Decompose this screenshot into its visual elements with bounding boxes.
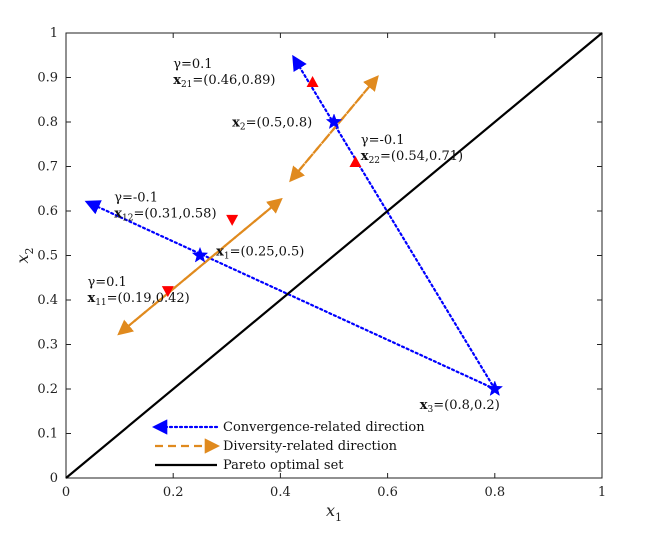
annotation-subscript: 22 xyxy=(369,156,380,166)
annotation-var: x xyxy=(216,245,224,260)
annotation-var: x xyxy=(114,207,122,222)
annotation-subscript: 12 xyxy=(122,214,133,224)
point-triangle-x22 xyxy=(349,156,362,168)
x-tick-label: 0.6 xyxy=(377,485,398,500)
x-tick-label: 0.4 xyxy=(270,485,291,500)
annotation-label-x3: x3=(0.8,0.2) xyxy=(420,398,500,415)
annotation-label-x21: x21=(0.46,0.89) xyxy=(173,73,275,90)
x-tick-label: 1 xyxy=(598,485,606,500)
annotation-gamma-x11: γ=0.1 xyxy=(87,275,126,290)
annotation-var: x xyxy=(87,291,95,306)
x-tick-label: 0.2 xyxy=(163,485,184,500)
annotation-value: =(0.5,0.8) xyxy=(246,115,313,130)
point-star-x1 xyxy=(191,246,209,263)
x-axis-label-subscript: 1 xyxy=(335,511,342,524)
y-axis-label: x2 xyxy=(13,247,36,263)
annotation-var: x xyxy=(420,398,428,413)
annotation-label-x22: x22=(0.54,0.71) xyxy=(361,149,463,166)
y-tick-label: 0.9 xyxy=(37,71,58,86)
y-tick-label: 0.1 xyxy=(37,427,58,442)
annotation-layer: x1=(0.25,0.5)x2=(0.5,0.8)x3=(0.8,0.2)γ=0… xyxy=(87,57,499,415)
y-tick-label: 0.6 xyxy=(37,204,58,219)
y-tick-label: 0.5 xyxy=(37,249,58,264)
annotation-subscript: 21 xyxy=(181,80,192,90)
points-layer xyxy=(161,75,504,397)
annotation-label-x12: x12=(0.31,0.58) xyxy=(114,207,216,224)
annotation-var: x xyxy=(361,149,369,164)
y-axis-label-subscript: 2 xyxy=(23,247,36,254)
point-star-x3 xyxy=(486,380,504,397)
annotation-gamma-x21: γ=0.1 xyxy=(173,57,212,72)
y-tick-label: 1 xyxy=(50,26,58,41)
annotation-label-x1: x1=(0.25,0.5) xyxy=(216,245,304,262)
point-triangle-x21 xyxy=(306,75,319,87)
series-line-solid xyxy=(65,32,603,479)
point-triangle-x11 xyxy=(161,286,174,298)
annotation-value: =(0.54,0.71) xyxy=(380,149,463,164)
y-tick-label: 0 xyxy=(50,471,58,486)
x-axis-label: x1 xyxy=(326,501,342,524)
annotation-gamma-x12: γ=-0.1 xyxy=(114,191,158,206)
annotation-gamma-x22: γ=-0.1 xyxy=(361,133,405,148)
y-tick-label: 0.7 xyxy=(37,160,58,175)
annotation-value: =(0.25,0.5) xyxy=(230,245,305,260)
series-line-dashed xyxy=(289,76,378,183)
annotation-value: =(0.8,0.2) xyxy=(433,398,500,413)
annotation-label-x11: x11=(0.19,0.42) xyxy=(87,291,189,308)
legend-label: Convergence-related direction xyxy=(223,420,425,435)
annotation-label-x2: x2=(0.5,0.8) xyxy=(232,115,312,132)
annotation-subscript: 2 xyxy=(240,122,246,132)
annotation-subscript: 1 xyxy=(224,252,230,262)
legend-label: Diversity-related direction xyxy=(223,439,398,454)
annotation-subscript: 3 xyxy=(428,405,434,415)
annotation-subscript: 11 xyxy=(95,298,106,308)
legend-label: Pareto optimal set xyxy=(223,458,344,473)
series-line-dashed xyxy=(117,199,282,336)
annotation-value: =(0.19,0.42) xyxy=(107,291,190,306)
y-tick-label: 0.4 xyxy=(37,293,58,308)
point-triangle-x12 xyxy=(226,214,239,226)
x-tick-label: 0 xyxy=(62,485,70,500)
annotation-var: x xyxy=(232,115,240,130)
series-line-dotted xyxy=(84,200,496,391)
y-tick-label: 0.8 xyxy=(37,115,58,130)
series-layer xyxy=(65,32,603,479)
annotation-value: =(0.46,0.89) xyxy=(192,73,275,88)
series-line-dotted xyxy=(292,54,496,391)
x-tick-label: 0.8 xyxy=(484,485,505,500)
point-star-x2 xyxy=(325,113,343,130)
axes: 0 0.2 0.4 0.6 0.8 1 0 0.1 0.2 0.3 0.4 0.5 0.6 0.7 0.8 0… xyxy=(13,26,606,524)
y-tick-label: 0.3 xyxy=(37,338,58,353)
legend: Convergence-related direction Diversity-r… xyxy=(151,419,425,473)
annotation-var: x xyxy=(173,73,181,88)
y-tick-label: 0.2 xyxy=(37,382,58,397)
annotation-value: =(0.31,0.58) xyxy=(133,207,216,222)
